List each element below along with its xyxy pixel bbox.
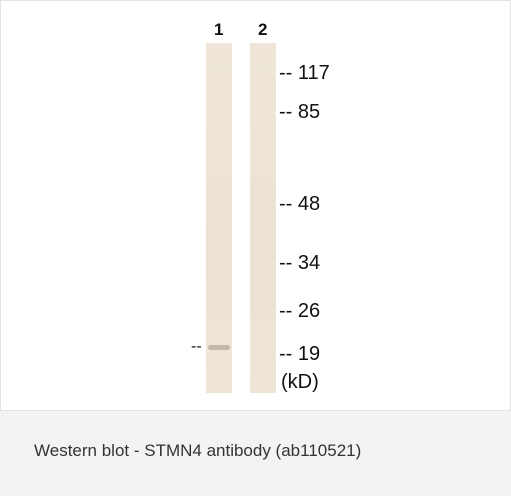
marker: -- 117 — [279, 62, 330, 84]
figure-frame: 1 2 -- -- 117 -- 85 -- 48 -- 34 -- 26 --… — [0, 0, 511, 410]
lane-label: 2 — [258, 20, 268, 39]
lane-label: 1 — [214, 20, 224, 39]
lane — [250, 43, 276, 393]
marker: -- 26 — [279, 300, 321, 322]
unit-label: (kD) — [281, 371, 319, 393]
marker: -- 48 — [279, 193, 321, 215]
band-marker: -- — [191, 338, 202, 355]
caption-bar: Western blot - STMN4 antibody (ab110521) — [0, 410, 511, 496]
marker: -- 34 — [279, 252, 321, 274]
band — [208, 345, 230, 350]
caption: Western blot - STMN4 antibody (ab110521) — [34, 441, 362, 460]
marker: -- 85 — [279, 101, 321, 123]
lane — [206, 43, 232, 393]
marker: -- 19 — [279, 343, 321, 365]
